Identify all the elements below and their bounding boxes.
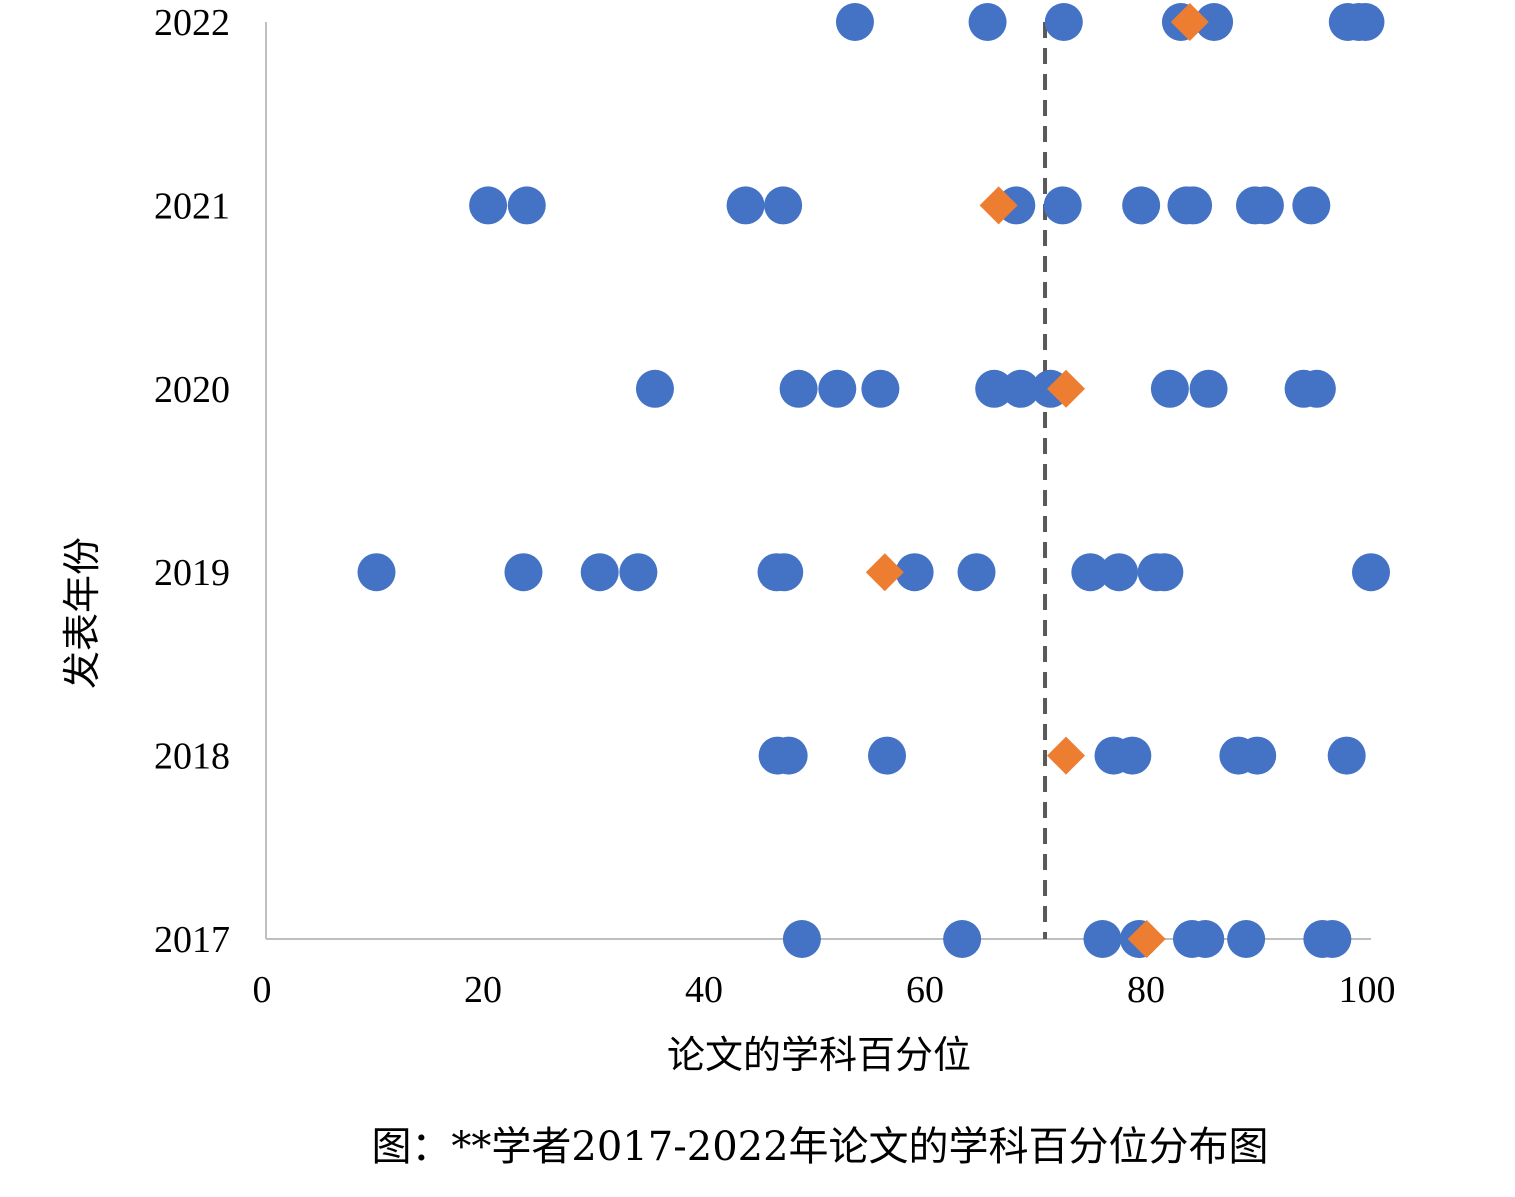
data-point-circle bbox=[779, 369, 818, 408]
data-point-circle bbox=[868, 736, 907, 775]
data-point-circle bbox=[1113, 736, 1152, 775]
data-point-circle bbox=[726, 186, 765, 225]
y-tick-label: 2022 bbox=[154, 2, 230, 44]
data-point-circle bbox=[1071, 553, 1110, 592]
x-tick-label: 100 bbox=[1339, 969, 1396, 1011]
data-point-diamond bbox=[1047, 736, 1086, 775]
data-point-circle bbox=[1227, 920, 1266, 958]
data-point-circle bbox=[1297, 369, 1336, 408]
x-tick-label: 80 bbox=[1127, 969, 1165, 1011]
data-point-circle bbox=[1043, 186, 1082, 225]
data-point-circle bbox=[957, 553, 996, 592]
data-point-diamond bbox=[1170, 3, 1209, 41]
data-point-circle bbox=[1174, 186, 1213, 225]
data-point-circle bbox=[1189, 369, 1228, 408]
y-tick-label: 2021 bbox=[154, 185, 230, 227]
y-tick-label: 2019 bbox=[154, 552, 230, 594]
y-tick-label: 2017 bbox=[154, 919, 230, 961]
data-point-circle bbox=[1044, 3, 1083, 41]
data-point-circle bbox=[1083, 920, 1122, 958]
data-point-circle bbox=[1238, 736, 1277, 775]
x-tick-labels: 0 20 40 60 80 100 bbox=[253, 969, 1396, 1011]
data-point-circle bbox=[619, 553, 658, 592]
data-point-diamond bbox=[979, 186, 1018, 225]
data-point-circle bbox=[835, 3, 874, 41]
data-point-circle bbox=[1150, 369, 1189, 408]
x-tick-label: 0 bbox=[253, 969, 272, 1011]
data-points bbox=[357, 3, 1390, 958]
data-point-circle bbox=[1122, 186, 1161, 225]
data-point-circle bbox=[635, 369, 674, 408]
data-point-circle bbox=[1100, 553, 1139, 592]
data-point-circle bbox=[764, 186, 803, 225]
y-tick-label: 2020 bbox=[154, 369, 230, 411]
data-point-circle bbox=[1245, 186, 1284, 225]
x-tick-label: 60 bbox=[906, 969, 944, 1011]
data-point-circle bbox=[861, 369, 900, 408]
data-point-circle bbox=[1346, 3, 1385, 41]
x-axis-title: 论文的学科百分位 bbox=[667, 1033, 971, 1077]
data-point-circle bbox=[1186, 920, 1225, 958]
data-point-diamond bbox=[865, 553, 904, 592]
y-tick-labels: 2017 2018 2019 2020 2021 2022 bbox=[154, 2, 230, 961]
data-point-circle bbox=[1327, 736, 1366, 775]
data-point-circle bbox=[580, 553, 619, 592]
data-point-circle bbox=[975, 369, 1014, 408]
data-point-circle bbox=[1292, 186, 1331, 225]
data-point-circle bbox=[504, 553, 543, 592]
data-point-circle bbox=[357, 553, 396, 592]
y-axis-title: 发表年份 bbox=[60, 537, 104, 689]
x-tick-label: 20 bbox=[464, 969, 502, 1011]
data-point-diamond bbox=[1127, 920, 1166, 958]
data-point-circle bbox=[895, 553, 934, 592]
data-point-circle bbox=[765, 553, 804, 592]
data-point-circle bbox=[818, 369, 857, 408]
data-point-circle bbox=[1313, 920, 1352, 958]
data-point-circle bbox=[1145, 553, 1184, 592]
data-point-circle bbox=[1001, 369, 1040, 408]
data-point-circle bbox=[943, 920, 982, 958]
data-point-circle bbox=[1195, 3, 1234, 41]
data-point-circle bbox=[1352, 553, 1390, 592]
axes bbox=[265, 22, 1371, 940]
data-point-circle bbox=[769, 736, 808, 775]
data-point-circle bbox=[507, 186, 546, 225]
x-tick-label: 40 bbox=[685, 969, 723, 1011]
chart-caption: 图：**学者2017-2022年论文的学科百分位分布图 bbox=[371, 1124, 1268, 1170]
data-point-circle bbox=[968, 3, 1007, 41]
data-point-circle bbox=[782, 920, 821, 958]
y-tick-label: 2018 bbox=[154, 736, 230, 778]
data-point-diamond bbox=[1047, 369, 1086, 408]
data-point-circle bbox=[469, 186, 508, 225]
